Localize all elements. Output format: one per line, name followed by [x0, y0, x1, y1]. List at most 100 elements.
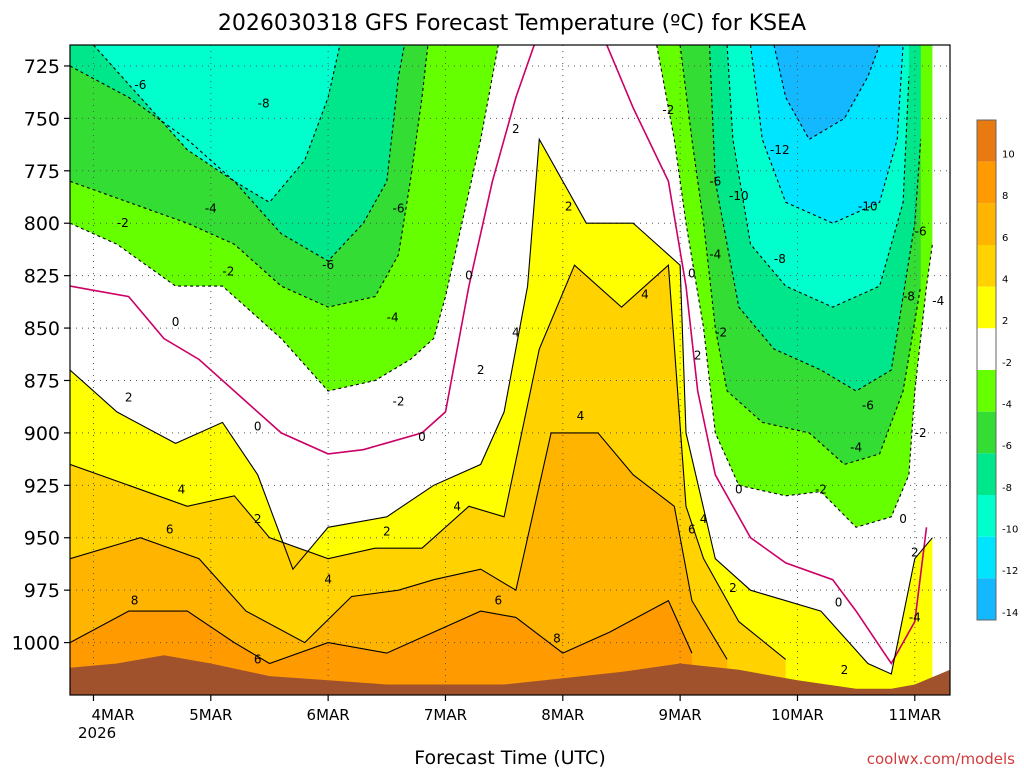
contour-labels: -6-8-4-2-20-6-6-4-200246824624682444220-… [117, 78, 944, 677]
contour-label: -4 [909, 610, 921, 624]
colorbar-tick-label: -6 [1002, 441, 1012, 452]
colorbar-tick-label: -8 [1002, 483, 1012, 494]
contour-label: 2 [477, 363, 485, 377]
contour-label: 8 [131, 594, 139, 608]
contour-label: 6 [688, 522, 696, 536]
colorbar-swatch [977, 286, 996, 329]
y-tick-label: 800 [24, 213, 60, 235]
y-tick-label: 900 [24, 423, 60, 445]
contour-label: 0 [465, 269, 473, 283]
y-tick-label: 875 [24, 370, 60, 392]
y-tick-label: 1000 [12, 633, 60, 655]
contour-label: -2 [662, 103, 674, 117]
colorbar-tick-label: 10 [1002, 150, 1015, 161]
x-axis-title: Forecast Time (UTC) [414, 747, 605, 768]
contour-label: 4 [453, 499, 461, 513]
contour-label: -4 [850, 441, 862, 455]
contour-label: 4 [512, 325, 520, 339]
colorbar-swatch [977, 411, 996, 454]
colorbar-swatch [977, 370, 996, 412]
contour-label: -10 [729, 189, 749, 203]
x-tick-label: 5MAR [189, 706, 232, 724]
x-tick-label: 9MAR [659, 706, 702, 724]
colorbar-tick-label: -12 [1002, 566, 1018, 577]
contour-label: -6 [915, 225, 927, 239]
contour-label: 4 [178, 483, 186, 497]
contour-label: -10 [858, 199, 878, 213]
contour-label: 2 [512, 122, 520, 136]
contour-label: 4 [324, 573, 332, 587]
contour-label: -8 [258, 97, 270, 111]
contour-label: -4 [387, 311, 399, 325]
contour-label: 0 [735, 483, 743, 497]
y-tick-label: 925 [24, 475, 60, 497]
contour-label: -6 [862, 399, 874, 413]
y-tick-label: 950 [24, 528, 60, 550]
contour-label: -6 [393, 202, 405, 216]
colorbar-frame [976, 119, 997, 621]
contour-line [70, 432, 728, 660]
contour-label: -6 [709, 174, 721, 188]
y-tick-label: 750 [24, 108, 60, 130]
contour-label: 2 [383, 524, 391, 538]
plot-frame [69, 44, 951, 696]
y-tick-label: 725 [24, 56, 60, 78]
contour-label: 4 [577, 409, 585, 423]
x-year-label: 2026 [78, 724, 116, 742]
contour-label: -2 [915, 426, 927, 440]
contour-label: -2 [117, 216, 129, 230]
y-tick-label: 975 [24, 580, 60, 602]
contour-label: 6 [254, 652, 262, 666]
ground-layer [70, 655, 950, 695]
fill-cold-10 [93, 45, 340, 203]
x-tick-label: 4MAR [91, 706, 134, 724]
contour-line [773, 45, 881, 141]
contour-label: -8 [903, 290, 915, 304]
contour-label: 0 [899, 512, 907, 526]
contour-label: 0 [418, 430, 426, 444]
contour-label: 0 [172, 315, 180, 329]
contour-label: 6 [494, 594, 502, 608]
colorbar-swatch [977, 161, 996, 204]
colorbar-swatch [977, 328, 996, 370]
contour-line [70, 599, 693, 665]
colorbar-tick-label: 8 [1002, 191, 1008, 202]
contour-label: -4 [709, 248, 721, 262]
colorbar-tick-label: -4 [1002, 400, 1012, 411]
y-axis: 725 750 775 800 825 850 875 900 925 950 975 1000 [12, 56, 70, 655]
contour-label: 8 [553, 631, 561, 645]
x-axis: 4MAR 5MAR 6MAR 7MAR 8MAR 9MAR 10MAR 11MAR [91, 695, 941, 724]
contour-line [70, 45, 405, 262]
x-tick-label: 10MAR [771, 706, 824, 724]
contour-label: 4 [700, 512, 708, 526]
colorbar: 10 8 6 4 2 -2 -4 -6 -8 -10 -12 -14 [976, 119, 1018, 621]
contour-label: -8 [774, 252, 786, 266]
contour-label: 2 [841, 663, 849, 677]
contour-line [679, 45, 922, 466]
colorbar-swatch [977, 578, 996, 620]
colorbar-tick-label: -10 [1002, 525, 1018, 536]
contour-label: 2 [729, 581, 737, 595]
x-tick-label: 7MAR [424, 706, 467, 724]
contour-label: -6 [322, 258, 334, 272]
ground-terrain [70, 655, 950, 695]
x-tick-label: 8MAR [541, 706, 584, 724]
contour-label: 6 [166, 522, 174, 536]
contour-label: -12 [770, 143, 790, 157]
contour-label: -6 [134, 78, 146, 92]
colorbar-tick-label: 6 [1002, 233, 1008, 244]
contour-label: -2 [222, 264, 234, 278]
contour-label: 0 [688, 267, 696, 281]
contour-label: 2 [254, 512, 262, 526]
credit-text: coolwx.com/models [867, 750, 1015, 768]
contour-label: 0 [835, 596, 843, 610]
chart-title: 2026030318 GFS Forecast Temperature (ºC)… [218, 11, 806, 36]
contour-label: -4 [932, 294, 944, 308]
colorbar-swatch [977, 453, 996, 495]
contour-line [605, 45, 928, 666]
contour-line [749, 45, 904, 224]
y-tick-label: 825 [24, 266, 60, 288]
plot-area: -6-8-4-2-20-6-6-4-200246824624682444220-… [70, 45, 950, 695]
colorbar-tick-label: 4 [1002, 275, 1008, 286]
